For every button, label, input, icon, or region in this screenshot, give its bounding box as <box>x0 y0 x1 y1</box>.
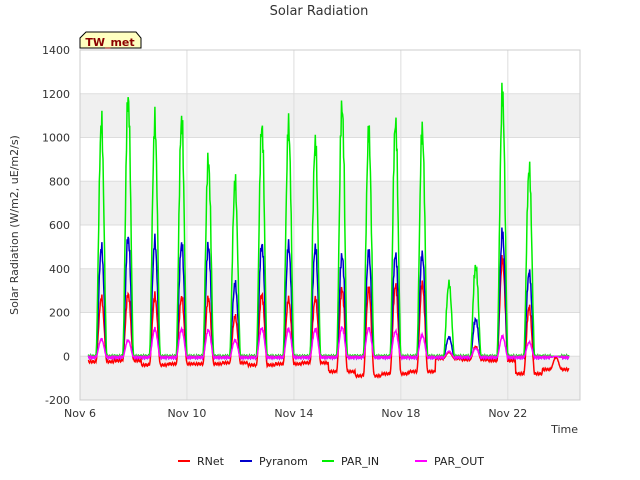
y-tick-label: 400 <box>49 263 70 276</box>
x-tick-label: Nov 18 <box>381 407 420 420</box>
x-axis-ticks: Nov 6 Nov 10 Nov 14 Nov 18 Nov 22 <box>64 407 527 420</box>
legend-item-par: PAR_IN <box>322 455 379 468</box>
legend: RNet Pyranom PAR_IN PAR_OUT <box>178 455 484 468</box>
y-axis-ticks: -200 0 200 400 600 800 1000 1200 1400 <box>42 44 70 407</box>
plot-band <box>80 93 580 138</box>
y-tick-label: 1000 <box>42 132 70 145</box>
series-line-parout <box>87 326 570 362</box>
plot-background-bands <box>80 93 580 400</box>
legend-label: PAR_IN <box>341 455 379 468</box>
x-axis-label: Time <box>550 423 578 436</box>
y-tick-label: 600 <box>49 219 70 232</box>
chart-title: Solar Radiation <box>270 4 369 19</box>
x-tick-label: Nov 10 <box>167 407 206 420</box>
y-tick-label: -200 <box>45 394 70 407</box>
y-tick-label: 800 <box>49 175 70 188</box>
y-tick-label: 200 <box>49 307 70 320</box>
plot-band <box>80 268 580 313</box>
legend-item-rnet: RNet <box>178 455 225 468</box>
station-badge-label: TW_met <box>85 36 134 49</box>
x-tick-label: Nov 14 <box>274 407 313 420</box>
y-tick-label: 1200 <box>42 88 70 101</box>
station-badge: TW_met <box>79 31 142 49</box>
plot-band <box>80 181 580 225</box>
y-axis-label: Solar Radiation (W/m2, uE/m2/s) <box>8 135 21 315</box>
legend-label: RNet <box>197 455 225 468</box>
plot-band <box>80 356 580 400</box>
plot-frame <box>79 49 581 401</box>
legend-item-parout: PAR_OUT <box>415 455 484 468</box>
legend-label: PAR_OUT <box>434 455 484 468</box>
series-line-rnet <box>87 254 570 379</box>
x-tick-label: Nov 6 <box>64 407 96 420</box>
x-tick-label: Nov 22 <box>488 407 527 420</box>
series-lines <box>87 82 570 379</box>
y-tick-label: 0 <box>63 350 70 363</box>
y-tick-label: 1400 <box>42 44 70 57</box>
legend-label: Pyranom <box>259 455 308 468</box>
station-badge-box <box>79 31 142 49</box>
legend-item-pyr: Pyranom <box>240 455 308 468</box>
